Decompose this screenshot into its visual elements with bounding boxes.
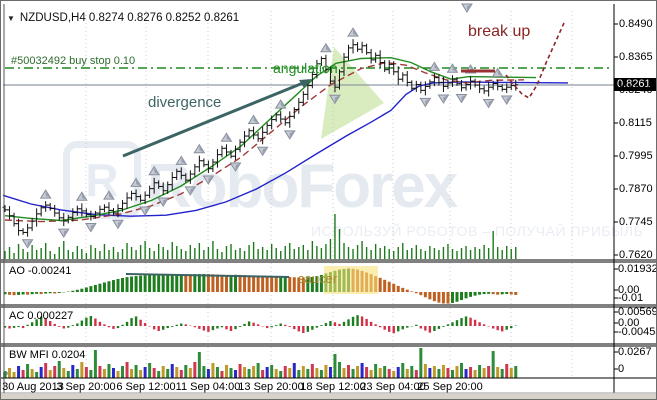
axis-tick-label: -0.01 <box>618 292 644 304</box>
axis-tick-label: 0.8115 <box>619 117 652 129</box>
break-up-annotation: break up <box>468 23 531 40</box>
time-axis-label: 23 Sep 04:00 <box>360 381 426 393</box>
axis-tick-label: 0.0267 <box>618 346 652 358</box>
bottom-strip <box>1 394 656 399</box>
time-axis-label: 3 Sep 20:00 <box>56 381 116 393</box>
axis-tick-label: 0.8240 <box>619 84 653 96</box>
ac-indicator-label: AC 0.000227 <box>9 310 74 322</box>
axis-tick-label: 0.7870 <box>619 183 653 195</box>
axis-tick-label: 0.7620 <box>619 249 653 261</box>
saucer-annotation: saucer <box>298 271 338 286</box>
current-price-tag: 0.8261 <box>614 78 656 91</box>
axis-tick-label: -0.00453 <box>618 326 656 338</box>
time-axis-label: 13 Sep 20:00 <box>238 381 304 393</box>
axis-tick-label: 0.00 <box>618 317 640 329</box>
time-axis-label: 30 Aug 2013 <box>2 381 64 393</box>
axis-tick-label: 0.00 <box>618 284 640 296</box>
buy-stop-order-label: #50032492 buy stop 0.10 <box>11 55 136 67</box>
divergence-annotation: divergence <box>148 94 222 111</box>
chevron-down-icon[interactable]: ▼ <box>7 13 15 23</box>
symbol-ohlc-title: NZDUSD,H4 0.8274 0.8276 0.8252 0.8261 <box>19 12 240 24</box>
time-axis-label: 25 Sep 20:00 <box>417 381 483 393</box>
axis-tick-label: 0.005699 <box>618 306 656 318</box>
time-axis-label: 6 Sep 12:00 <box>116 381 176 393</box>
mfi-indicator-label: BW MFI 0.0204 <box>9 349 86 361</box>
time-axis-label: 18 Sep 12:00 <box>300 381 366 393</box>
watermark-tagline: ИСПОЛЬЗУЙ РОБОТОВ – ПОЛУЧАЙ ПРИБЫЛЬ <box>311 223 644 239</box>
time-axis-label: 11 Sep 04:00 <box>175 381 241 393</box>
axis-tick-label: 0.7995 <box>619 150 653 162</box>
axis-tick-label: 0.7745 <box>619 216 653 228</box>
axis-tick-label: 0.8490 <box>619 18 653 30</box>
axis-tick-label: 0 <box>618 363 625 375</box>
axis-tick-label: 0.01932 <box>618 263 657 275</box>
angulation-annotation: angulation <box>273 60 338 76</box>
chart-title: ▼ NZDUSD,H4 0.8274 0.8276 0.8252 0.8261 <box>7 12 239 24</box>
ao-indicator-label: AO -0.00241 <box>9 265 72 277</box>
axis-tick-label: 0.8365 <box>619 51 653 63</box>
